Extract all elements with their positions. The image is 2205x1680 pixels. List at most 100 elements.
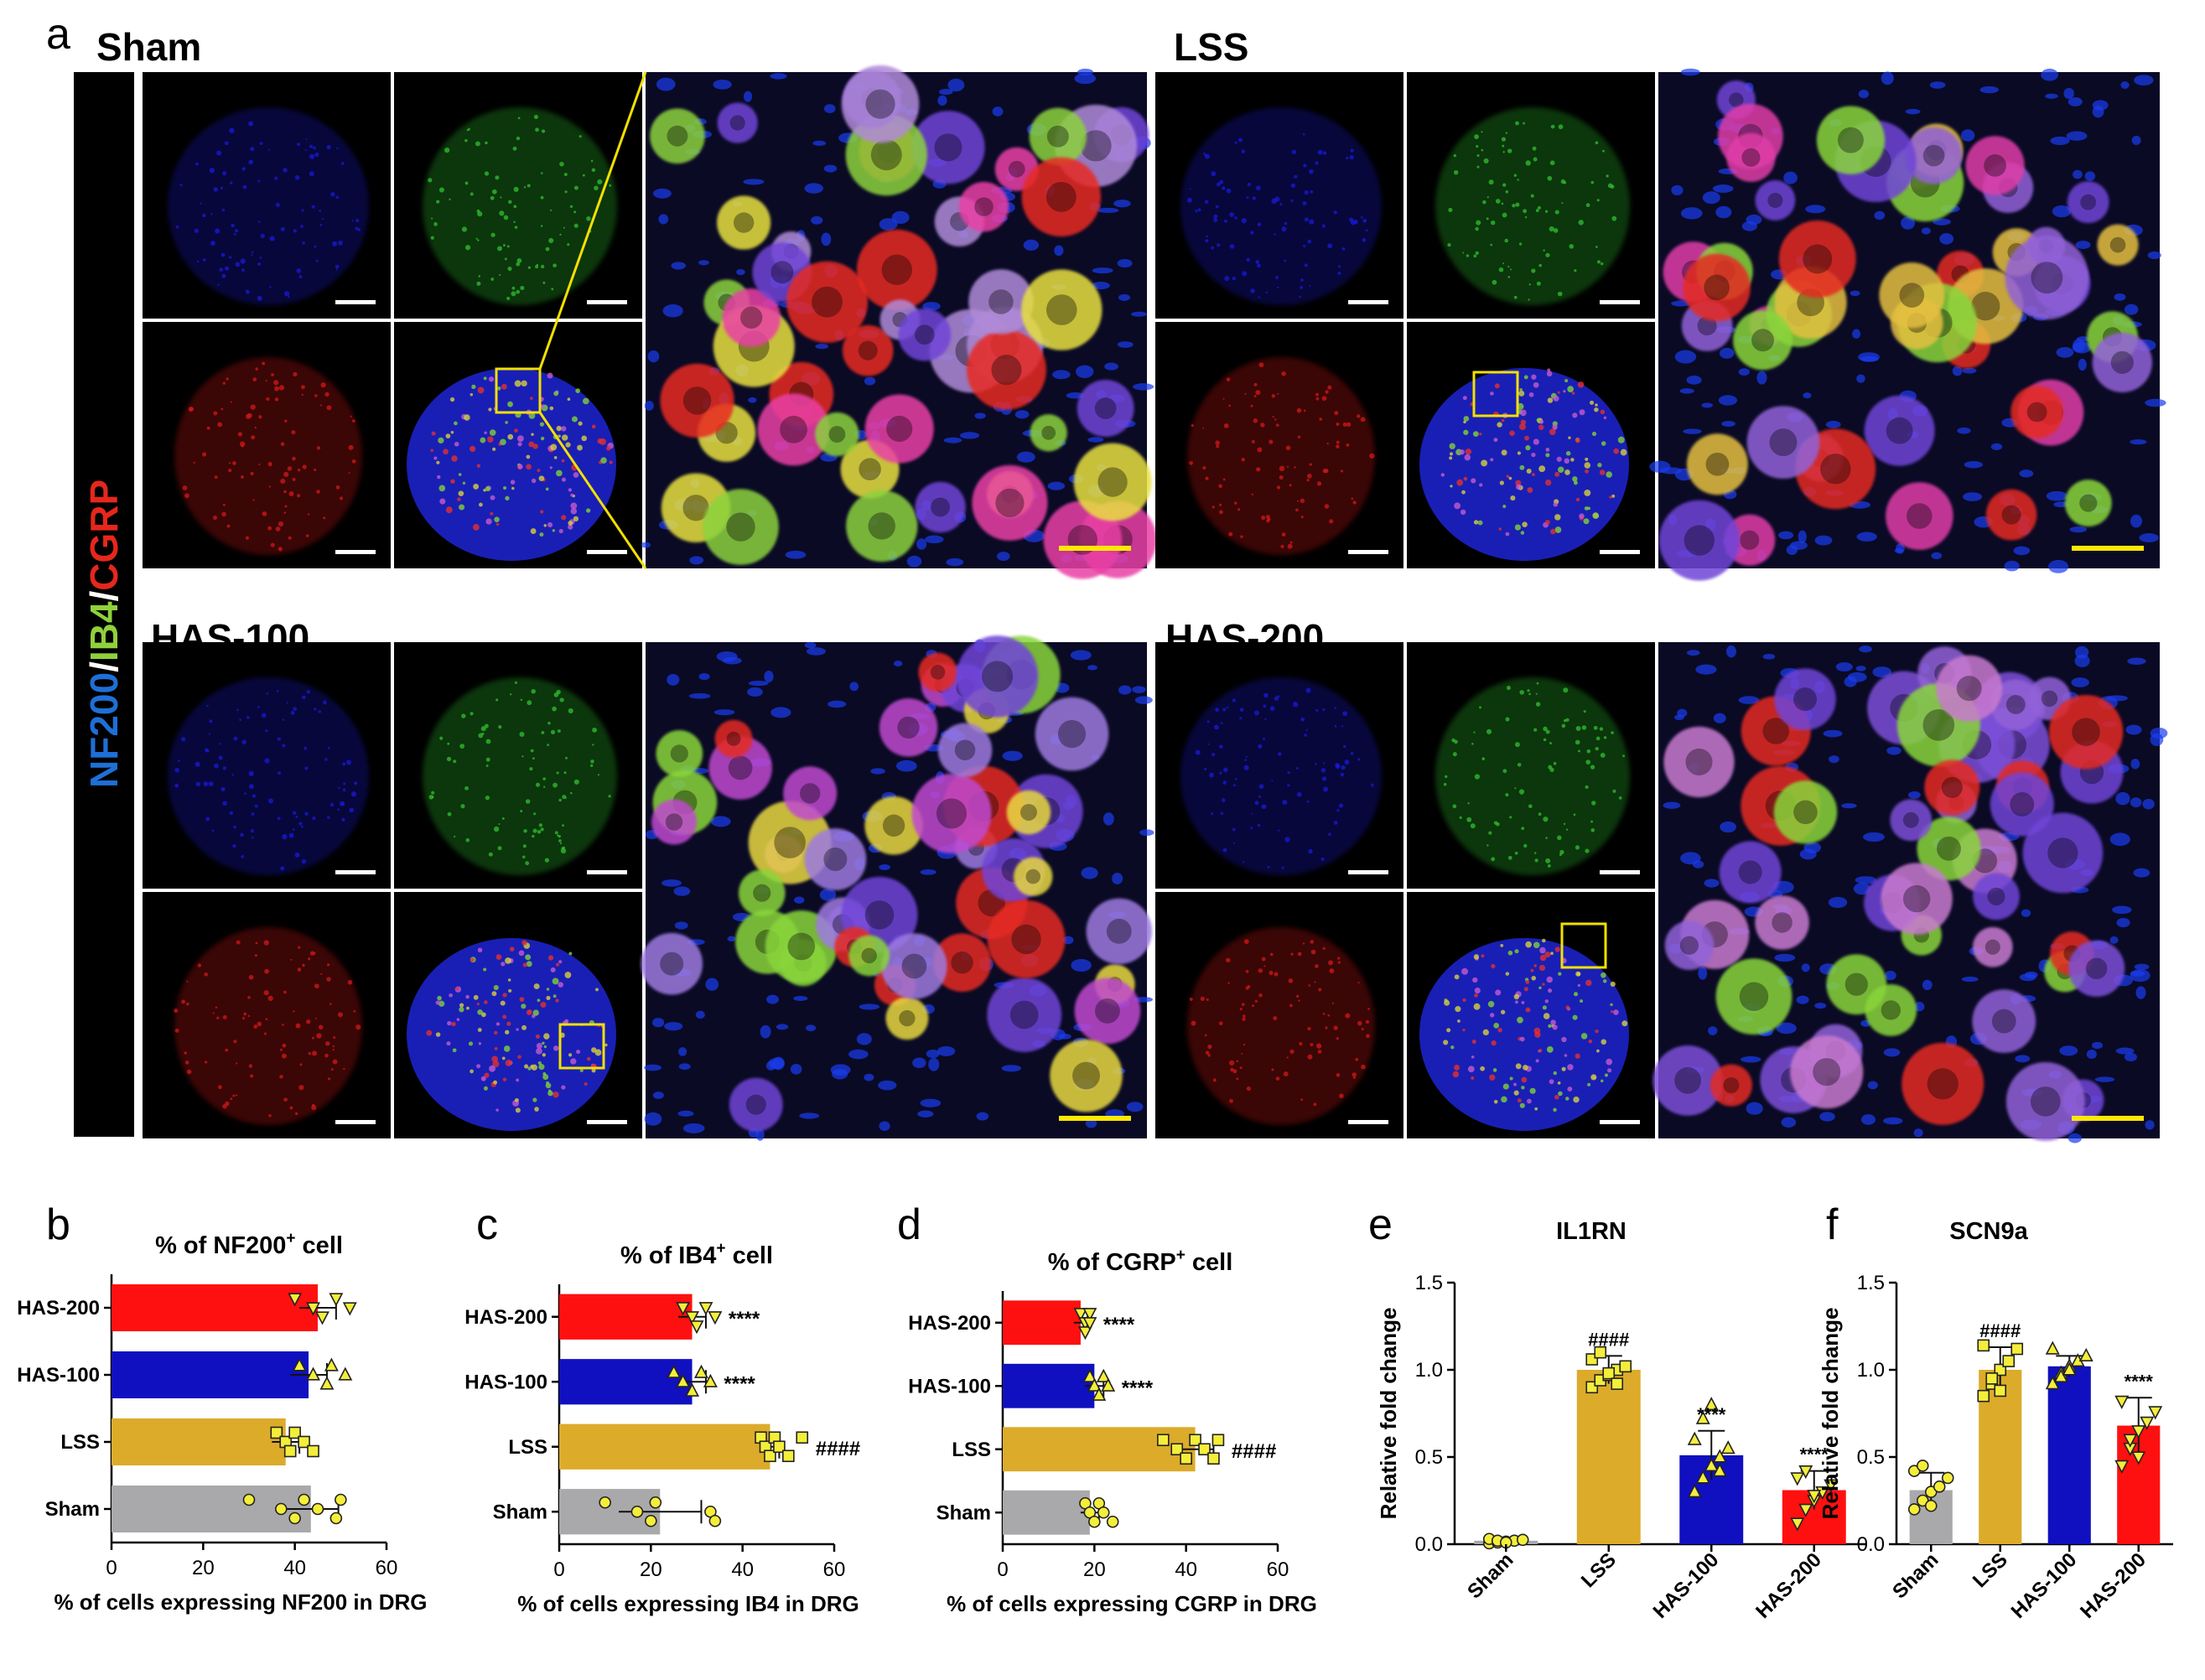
cell-dot — [1575, 725, 1581, 731]
neuron — [1733, 310, 1793, 371]
data-point — [698, 1302, 713, 1316]
cell-dot — [1350, 751, 1354, 755]
cell-dot — [255, 367, 258, 371]
cell-dot — [1211, 812, 1214, 816]
cell-dot — [428, 178, 433, 183]
cell-dot — [233, 232, 236, 236]
cell-dot — [1607, 1068, 1612, 1073]
cell-dot — [533, 114, 538, 120]
nucleus — [1960, 129, 1975, 142]
neuron-nucleus — [1772, 912, 1793, 933]
cell-dot — [1212, 1078, 1217, 1082]
cell-dot — [1351, 497, 1354, 500]
cell-dot — [1512, 204, 1516, 208]
cell-dot — [226, 524, 231, 528]
nucleus — [644, 1064, 662, 1071]
cell-dot — [1515, 1063, 1522, 1070]
cell-dot — [250, 1074, 254, 1078]
bar — [112, 1418, 286, 1465]
cell-dot — [503, 215, 509, 220]
nucleus — [1023, 239, 1040, 251]
cell-dot — [277, 771, 281, 775]
nucleus — [2086, 1049, 2097, 1060]
nucleus — [674, 921, 688, 930]
cell-dot — [1558, 1091, 1563, 1097]
cell-dot — [1267, 865, 1270, 869]
cell-dot — [559, 233, 562, 236]
cell-dot — [438, 187, 444, 193]
cell-dot — [1273, 1016, 1278, 1021]
cell-dot — [445, 433, 451, 439]
data-point — [630, 1505, 644, 1518]
cell-dot — [1289, 541, 1293, 544]
nucleus — [705, 977, 719, 991]
nucleus — [1789, 541, 1808, 550]
nucleus — [747, 687, 763, 697]
cell-dot — [499, 210, 505, 216]
nucleus — [641, 542, 651, 548]
cell-dot — [1297, 951, 1302, 957]
cell-dot — [1499, 480, 1505, 485]
nucleus — [1884, 970, 1896, 981]
cell-dot — [521, 1003, 527, 1009]
cell-dot — [533, 812, 537, 816]
neuron-nucleus — [1793, 800, 1818, 825]
cell-dot — [298, 275, 303, 279]
nucleus — [2130, 758, 2140, 770]
cell-dot — [1596, 260, 1601, 264]
nucleus — [2019, 469, 2034, 478]
neuron — [1755, 180, 1796, 220]
data-point — [306, 1366, 321, 1381]
cell-dot — [1284, 259, 1287, 262]
cell-dot — [1515, 202, 1520, 207]
neuron — [1972, 989, 2036, 1054]
cell-dot — [439, 498, 446, 505]
cell-dot — [1538, 424, 1544, 430]
data-point — [335, 1493, 347, 1506]
cell-dot — [268, 1114, 272, 1117]
cell-dot — [1274, 418, 1277, 421]
neuron — [972, 464, 1048, 541]
cell-dot — [530, 1065, 534, 1069]
nucleus — [2111, 905, 2132, 915]
cell-dot — [1507, 855, 1512, 860]
cell-dot — [1611, 731, 1614, 734]
cell-dot — [1545, 479, 1552, 486]
cell-dot — [1554, 471, 1560, 477]
cell-dot — [1514, 1000, 1518, 1004]
cell-dot — [1495, 989, 1502, 996]
nucleus — [943, 437, 962, 443]
cell-dot — [1524, 215, 1528, 219]
cell-dot — [204, 748, 209, 753]
category-label: LSS — [1969, 1548, 2012, 1592]
cell-dot — [1501, 1096, 1507, 1103]
cell-dot — [597, 438, 603, 444]
cell-dot — [1466, 817, 1472, 822]
neuron-nucleus — [1729, 92, 1744, 107]
nucleus — [2131, 135, 2141, 145]
cell-dot — [1574, 269, 1577, 272]
significance-label: **** — [724, 1372, 755, 1395]
neuron-nucleus — [2085, 957, 2108, 980]
neuron — [2068, 940, 2125, 997]
cell-dot — [273, 380, 279, 386]
cell-dot — [1324, 469, 1329, 474]
cell-dot — [542, 281, 546, 284]
cell-dot — [306, 690, 310, 694]
cell-dot — [1238, 137, 1243, 143]
cell-dot — [1493, 1100, 1498, 1104]
cell-dot — [1310, 949, 1316, 955]
cell-dot — [1256, 467, 1261, 472]
nucleus — [2145, 1120, 2155, 1130]
nucleus — [658, 214, 669, 225]
cell-dot — [1500, 944, 1504, 947]
cell-dot — [294, 175, 300, 180]
cell-dot — [1323, 786, 1329, 792]
nf200-channel-tile — [143, 642, 391, 889]
cell-dot — [181, 999, 186, 1004]
nucleus — [722, 656, 742, 665]
cell-dot — [1189, 998, 1193, 1002]
cell-dot — [1595, 736, 1601, 741]
neuron — [842, 324, 894, 376]
data-point — [1695, 1410, 1710, 1424]
